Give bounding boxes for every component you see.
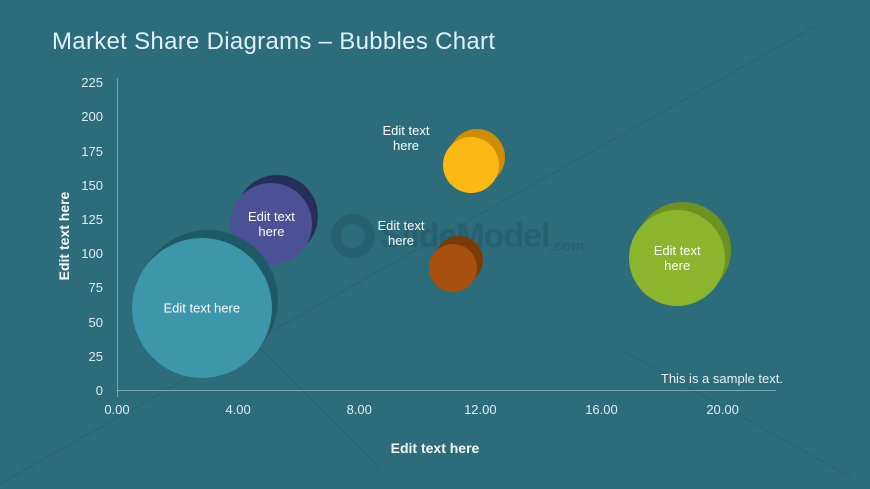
green-bubble[interactable] xyxy=(629,210,726,307)
teal-bubble[interactable] xyxy=(131,237,272,378)
y-tick-label: 175 xyxy=(81,143,103,159)
indigo-bubble-label[interactable]: Edit text here xyxy=(247,209,295,240)
y-tick-label: 0 xyxy=(95,383,103,398)
y-tick-label: 200 xyxy=(81,109,103,125)
y-tick-label: 25 xyxy=(88,348,103,364)
y-tick-label: 100 xyxy=(81,246,103,262)
brown-bubble-label[interactable]: Edit text here xyxy=(377,218,425,248)
y-axis-line xyxy=(117,78,118,397)
slide-title: Market Share Diagrams – Bubbles Chart xyxy=(52,28,496,55)
y-tick-label: 150 xyxy=(81,177,103,193)
x-axis-title[interactable]: Edit text here xyxy=(390,440,480,456)
y-tick-label: 225 xyxy=(81,75,103,91)
y-axis-title[interactable]: Edit text here xyxy=(56,191,72,281)
x-tick-label: 12.00 xyxy=(464,402,497,417)
green-bubble-label[interactable]: Edit text here xyxy=(653,243,701,274)
y-tick-label: 75 xyxy=(88,280,103,296)
yellow-bubble-label[interactable]: Edit text here xyxy=(382,123,430,153)
x-tick-label: 16.00 xyxy=(585,402,618,417)
x-tick-label: 8.00 xyxy=(346,402,372,417)
watermark-ring-icon xyxy=(331,214,375,258)
y-tick-label: 125 xyxy=(81,212,103,228)
yellow-bubble[interactable] xyxy=(443,137,500,194)
x-tick-label: 4.00 xyxy=(225,402,251,417)
brown-bubble[interactable] xyxy=(429,243,478,292)
x-axis-line xyxy=(117,390,776,391)
teal-bubble-label[interactable]: Edit text here xyxy=(163,300,241,316)
x-tick-label: 20.00 xyxy=(706,402,739,417)
y-tick-label: 50 xyxy=(88,314,103,330)
x-tick-label: 0.00 xyxy=(104,402,130,417)
watermark-suffix: .com xyxy=(549,238,585,255)
sample-text-annotation: This is a sample text. xyxy=(660,371,783,386)
